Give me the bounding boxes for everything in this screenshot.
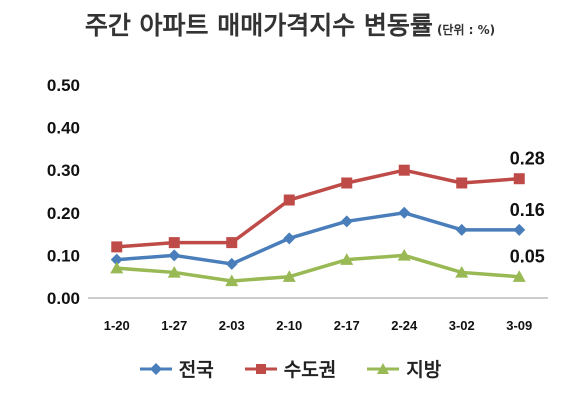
series-nationwide-point bbox=[168, 249, 181, 262]
series-nationwide-point bbox=[513, 223, 526, 236]
series-nationwide-point bbox=[455, 223, 468, 236]
series-line-regional bbox=[116, 253, 520, 283]
series-regional-point bbox=[512, 270, 526, 282]
x-tick-label: 2-17 bbox=[334, 318, 360, 333]
series-regional-point bbox=[282, 270, 296, 282]
data-label-nationwide: 0.16 bbox=[510, 200, 545, 220]
x-tick-label: 2-24 bbox=[391, 318, 418, 333]
x-tick-label: 1-20 bbox=[104, 318, 130, 333]
legend-swatch bbox=[244, 363, 277, 374]
series-capital-point bbox=[168, 237, 180, 249]
chart-unit: (단위 : %) bbox=[436, 23, 496, 37]
y-tick-label: 0.10 bbox=[47, 246, 80, 265]
x-tick-label: 3-09 bbox=[506, 318, 532, 333]
chart-title: 주간 아파트 매매가격지수 변동률 bbox=[84, 11, 433, 40]
legend-label: 지방 bbox=[406, 359, 442, 381]
series-nationwide-point bbox=[398, 206, 411, 219]
x-tick-label: 2-10 bbox=[276, 318, 302, 333]
series-regional-point bbox=[340, 253, 354, 265]
series-capital-point bbox=[398, 164, 410, 176]
y-tick-label: 0.50 bbox=[47, 76, 80, 95]
series-regional-point bbox=[167, 265, 181, 278]
legend-swatch bbox=[367, 362, 400, 374]
x-tick-label: 2-03 bbox=[219, 318, 245, 333]
y-tick-label: 0.30 bbox=[47, 161, 80, 180]
series-capital-point bbox=[226, 237, 238, 249]
legend: 전국 수도권 지방 bbox=[0, 355, 580, 382]
legend-item-regional: 지방 bbox=[366, 355, 441, 382]
series-nationwide-point bbox=[110, 253, 123, 266]
series-nationwide-point bbox=[340, 215, 353, 228]
x-tick-label: 1-27 bbox=[161, 318, 187, 333]
series-capital-point bbox=[111, 241, 123, 253]
series-regional-point bbox=[225, 274, 239, 287]
series-regional-point bbox=[455, 265, 469, 278]
series-regional-point bbox=[110, 261, 124, 274]
data-label-capital: 0.28 bbox=[510, 149, 545, 169]
series-regional-point bbox=[397, 248, 411, 261]
y-tick-label: 0.40 bbox=[47, 119, 80, 138]
legend-item-nationwide: 전국 bbox=[139, 355, 214, 382]
series-line-nationwide bbox=[116, 211, 520, 266]
y-tick-label: 0.00 bbox=[47, 289, 80, 308]
series-capital-point bbox=[341, 177, 353, 189]
legend-label: 수도권 bbox=[283, 359, 337, 381]
y-tick-label: 0.20 bbox=[47, 204, 80, 223]
series-nationwide-point bbox=[283, 232, 296, 245]
series-nationwide-point bbox=[225, 257, 238, 270]
series-capital-point bbox=[513, 173, 525, 185]
series-capital-point bbox=[283, 194, 295, 206]
x-tick-label: 3-02 bbox=[449, 318, 475, 333]
legend-swatch bbox=[139, 362, 172, 375]
series-capital-point bbox=[456, 177, 468, 189]
series-line-capital bbox=[116, 168, 520, 249]
chart-title-wrap: 주간 아파트 매매가격지수 변동률 (단위 : %) bbox=[0, 6, 580, 42]
legend-item-capital: 수도권 bbox=[244, 355, 336, 382]
legend-label: 전국 bbox=[178, 359, 214, 381]
data-label-regional: 0.05 bbox=[510, 247, 545, 267]
